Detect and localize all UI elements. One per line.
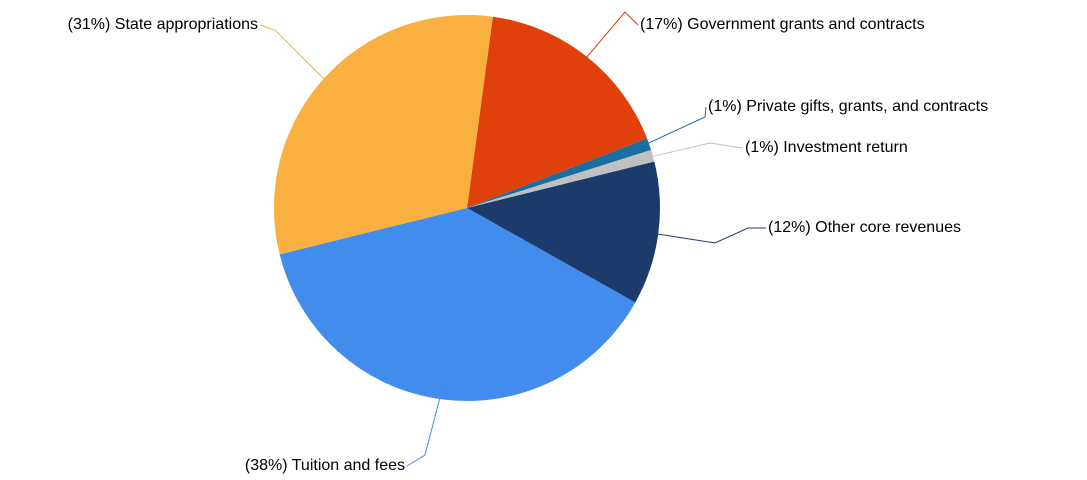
- slice-percent: (38%): [245, 457, 288, 474]
- pie-slice: [467, 16, 648, 209]
- slice-label: (1%) Private gifts, grants, and contract…: [708, 98, 988, 115]
- slice-label: (17%) Government grants and contracts: [640, 16, 925, 33]
- leader-line: [644, 227, 766, 244]
- slice-label: (31%) State appropriations: [68, 16, 258, 33]
- slice-name: Tuition and fees: [292, 457, 405, 474]
- slice-name: State appropriations: [115, 16, 258, 33]
- slice-percent: (1%): [708, 98, 742, 115]
- leader-line: [636, 106, 707, 150]
- pie-slice: [467, 161, 661, 303]
- slice-name: Government grants and contracts: [687, 16, 924, 33]
- pie-slice: [467, 138, 652, 208]
- slice-percent: (17%): [640, 16, 683, 33]
- slice-label: (38%) Tuition and fees: [245, 457, 405, 474]
- leader-line: [259, 24, 334, 89]
- leader-line: [577, 11, 639, 68]
- slice-name: Investment return: [783, 139, 908, 156]
- slice-percent: (31%): [68, 16, 111, 33]
- slice-percent: (1%): [745, 139, 779, 156]
- leader-line: [639, 142, 744, 160]
- slice-label: (1%) Investment return: [745, 139, 908, 156]
- pie-slice: [467, 149, 655, 208]
- slice-percent: (12%): [768, 219, 811, 236]
- slice-label: (12%) Other core revenues: [768, 219, 961, 236]
- pie-slice: [279, 208, 636, 401]
- pie-slice: [274, 15, 493, 255]
- slice-name: Private gifts, grants, and contracts: [746, 98, 988, 115]
- leader-line: [406, 385, 444, 467]
- slice-name: Other core revenues: [815, 219, 961, 236]
